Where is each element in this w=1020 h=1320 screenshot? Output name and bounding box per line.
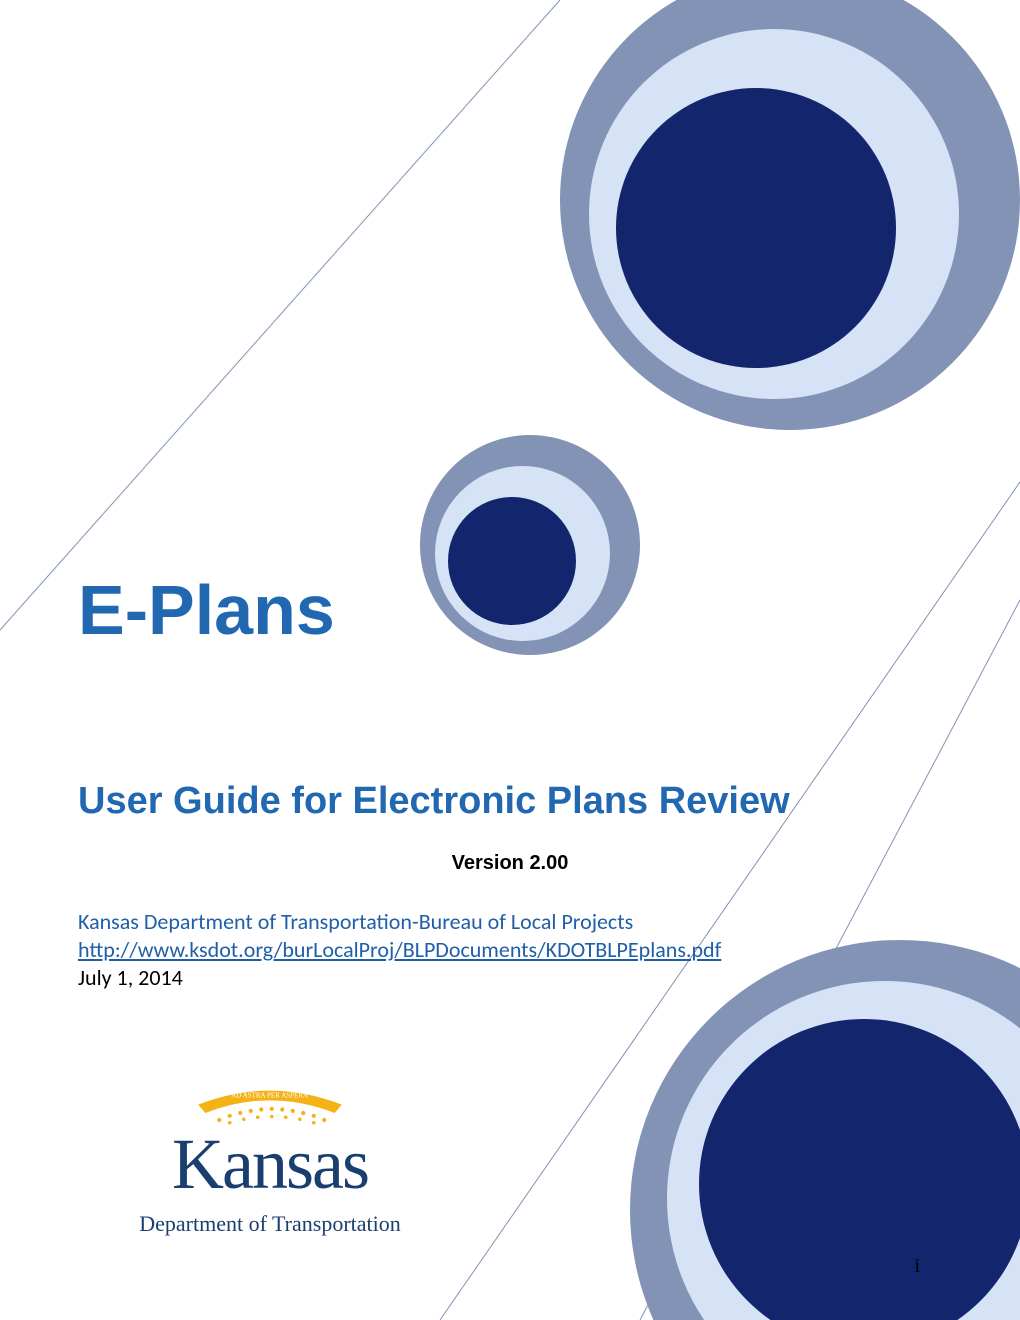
cover-page: E-Plans User Guide for Electronic Plans … <box>0 0 1020 1320</box>
document-date: July 1, 2014 <box>78 964 183 991</box>
logo-sub-text: Department of Transportation <box>115 1211 425 1237</box>
svg-text:AD ASTRA PER ASPERA: AD ASTRA PER ASPERA <box>231 1092 308 1100</box>
document-title: E-Plans <box>78 570 335 650</box>
logo-main-text: Kansas <box>115 1123 425 1206</box>
decorative-circles-top-right <box>560 0 1020 430</box>
version-label: Version 2.00 <box>0 852 1020 875</box>
document-subtitle: User Guide for Electronic Plans Review <box>78 780 790 823</box>
document-url-link[interactable]: http://www.ksdot.org/burLocalProj/BLPDoc… <box>78 936 721 963</box>
logo-banner-icon: AD ASTRA PER ASPERA <box>163 1085 378 1127</box>
decorative-circles-middle <box>420 435 640 655</box>
decorative-circles-bottom-right <box>630 940 1020 1320</box>
page-number: i <box>914 1255 920 1278</box>
department-line: Kansas Department of Transportation-Bure… <box>78 908 633 935</box>
